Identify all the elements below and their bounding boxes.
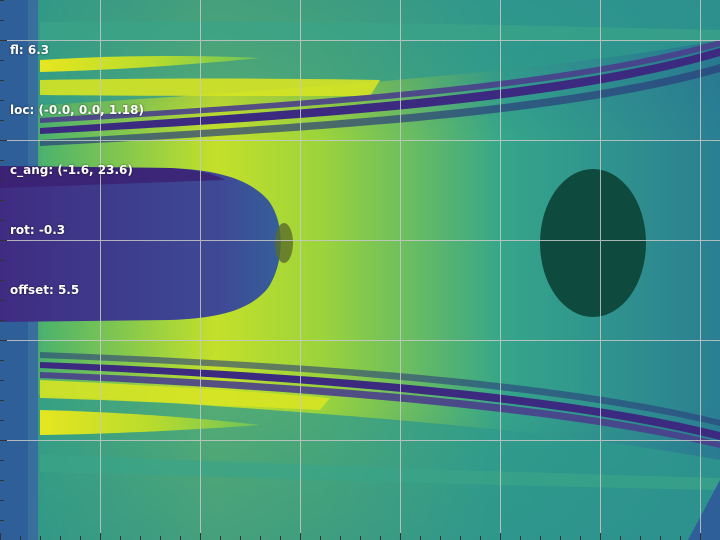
- hud-overlay: fl: 6.3 loc: (-0.0, 0.0, 1.18) c_ang: (-…: [10, 0, 144, 340]
- lower-band-inner: [40, 372, 720, 448]
- upper-band-outer: [40, 48, 720, 134]
- blob-tip: [275, 223, 293, 263]
- hud-focal-length: fl: 6.3: [10, 43, 50, 57]
- hud-camera-angle: c_ang: (-1.6, 23.6): [10, 163, 133, 177]
- hud-location: loc: (-0.0, 0.0, 1.18): [10, 103, 144, 117]
- upper-band-inner: [40, 40, 720, 123]
- bottom-stripe-1: [40, 380, 330, 410]
- lower-band-outer: [40, 362, 720, 440]
- top-stripe-1: [40, 55, 260, 72]
- corner-wedge: [688, 480, 720, 540]
- center-blob: [0, 166, 281, 322]
- hud-offset: offset: 5.5: [10, 283, 80, 297]
- right-disk: [540, 169, 646, 317]
- hud-rotation: rot: -0.3: [10, 223, 66, 237]
